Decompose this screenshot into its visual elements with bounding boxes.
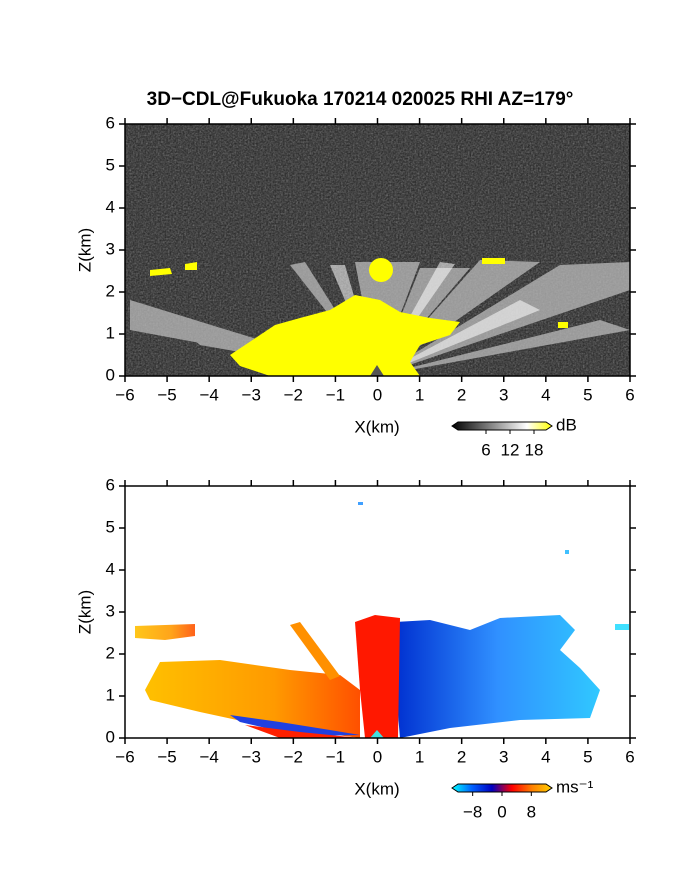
y-tick-label: 2 (106, 281, 115, 300)
x-tick-label: 2 (457, 385, 466, 404)
y-tick-label: 0 (106, 365, 115, 384)
x-tick-label: −1 (326, 385, 345, 404)
x-tick-label: 6 (625, 747, 634, 766)
velocity-image (135, 502, 629, 738)
y-tick-label: 1 (106, 323, 115, 342)
y-axis-label: Z(km) (75, 228, 94, 272)
x-tick-label: −1 (326, 747, 345, 766)
y-tick-label: 3 (106, 601, 115, 620)
colorbar-tick-label: 6 (481, 440, 490, 459)
x-tick-label: −5 (157, 747, 176, 766)
x-tick-label: −4 (199, 747, 218, 766)
x-tick-label: −3 (242, 385, 261, 404)
colorbar-tick-label: 0 (497, 802, 506, 821)
x-tick-label: 6 (625, 385, 634, 404)
x-tick-label: −3 (242, 747, 261, 766)
y-tick-label: 0 (106, 727, 115, 746)
x-tick-label: 0 (373, 747, 382, 766)
y-tick-label: 5 (106, 155, 115, 174)
x-tick-label: −2 (284, 747, 303, 766)
y-tick-label: 5 (106, 517, 115, 536)
x-tick-label: 0 (373, 385, 382, 404)
colorbar (451, 421, 553, 431)
y-tick-label: 4 (106, 197, 115, 216)
x-axis-label: X(km) (354, 779, 399, 798)
y-tick-label: 4 (106, 559, 115, 578)
x-tick-label: 3 (499, 385, 508, 404)
x-tick-label: 2 (457, 747, 466, 766)
x-tick-label: 1 (415, 747, 424, 766)
y-tick-label: 6 (106, 113, 115, 132)
colorbar-label: dB (556, 415, 577, 434)
x-tick-label: 4 (541, 747, 550, 766)
colorbar-tick-label: 8 (527, 802, 536, 821)
colorbar-tick-label: −8 (463, 802, 482, 821)
y-tick-label: 3 (106, 239, 115, 258)
chart-title: 3D−CDL@Fukuoka 170214 020025 RHI AZ=179° (147, 89, 574, 110)
x-tick-label: 3 (499, 747, 508, 766)
reflectivity-image (125, 124, 630, 376)
x-tick-label: 5 (583, 385, 592, 404)
y-axis-label: Z(km) (75, 590, 94, 634)
x-tick-label: 1 (415, 385, 424, 404)
x-tick-label: −6 (115, 385, 134, 404)
colorbar-label: ms⁻¹ (556, 777, 594, 796)
y-tick-label: 6 (106, 475, 115, 494)
x-axis-label: X(km) (354, 417, 399, 436)
x-tick-label: −2 (284, 385, 303, 404)
y-tick-label: 2 (106, 643, 115, 662)
y-tick-label: 1 (106, 685, 115, 704)
x-tick-label: 4 (541, 385, 550, 404)
x-tick-label: −5 (157, 385, 176, 404)
x-tick-label: −6 (115, 747, 134, 766)
x-tick-label: −4 (199, 385, 218, 404)
colorbar (451, 783, 553, 793)
colorbar-tick-label: 12 (501, 440, 520, 459)
colorbar-tick-label: 18 (525, 440, 544, 459)
x-tick-label: 5 (583, 747, 592, 766)
